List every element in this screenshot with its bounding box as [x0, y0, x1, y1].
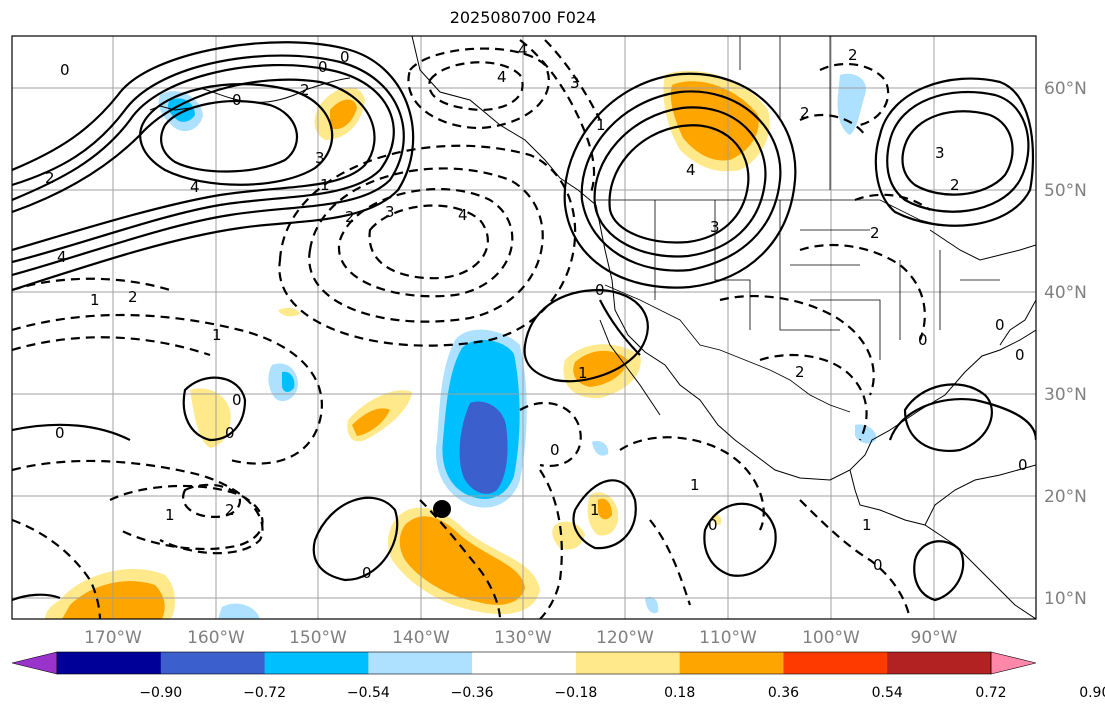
colorbar-segment: [783, 652, 888, 674]
contour-label: 0: [225, 424, 235, 442]
map-title: 2025080700 F024: [449, 8, 597, 27]
colorbar-tick-label: −0.54: [347, 685, 390, 701]
contour-labels: 0 0 0 0 0 0 0 0 0 0 0 0 0 0 0 0 1 1 1 1 …: [45, 41, 1028, 582]
colorbar-segment: [160, 652, 266, 674]
contour-label: 0: [318, 58, 328, 76]
lon-tick-label: 130°W: [494, 628, 552, 648]
colorbar-segment: [472, 652, 577, 674]
political-borders: [596, 36, 1000, 413]
contour-label: 4: [686, 161, 696, 179]
longitude-labels: 170°W 160°W 150°W 140°W 130°W 120°W 110°…: [84, 628, 958, 648]
contour-label: 2: [795, 363, 805, 381]
contour-label: 0: [595, 281, 605, 299]
colorbar-segment: [368, 652, 473, 674]
contour-label: 1: [578, 364, 588, 382]
contour-label: 3: [315, 149, 325, 167]
storm-position-dot: [433, 500, 451, 518]
contour-label: 2: [225, 501, 235, 519]
colorbar-tick-label: 0.72: [975, 685, 1006, 701]
colorbar-segment: [57, 652, 162, 674]
lon-tick-label: 170°W: [84, 628, 142, 648]
contour-label: 3: [570, 74, 580, 92]
contour-label: 0: [1018, 456, 1028, 474]
contour-label: 1: [90, 291, 100, 309]
contour-label: 1: [690, 476, 700, 494]
colorbar-segment: [264, 652, 369, 674]
contour-label: 3: [710, 218, 720, 236]
lat-tick-label: 20°N: [1044, 487, 1087, 507]
contour-label: 0: [60, 61, 70, 79]
latitude-labels: 60°N 50°N 40°N 30°N 20°N 10°N: [1044, 79, 1087, 609]
lat-tick-label: 10°N: [1044, 589, 1087, 609]
lon-tick-label: 100°W: [802, 628, 860, 648]
contour-label: 0: [873, 556, 883, 574]
lon-tick-label: 160°W: [187, 628, 245, 648]
colorbar-tick-label: −0.36: [451, 685, 494, 701]
contour-label: 1: [165, 506, 175, 524]
contour-label: 2: [300, 81, 310, 99]
contour-label: 0: [55, 424, 65, 442]
colorbar-extend-high: [990, 651, 1037, 675]
map-area: 0 0 0 0 0 0 0 0 0 0 0 0 0 0 0 0 1 1 1 1 …: [12, 36, 1036, 619]
contour-label: 1: [596, 116, 606, 134]
contour-label: 2: [848, 46, 858, 64]
lon-tick-label: 140°W: [392, 628, 450, 648]
colorbar-tick-label: −0.90: [139, 685, 182, 701]
contour-label: 4: [458, 206, 468, 224]
colorbar-tick-label: 0.90: [1079, 685, 1105, 701]
contour-label: 0: [1015, 346, 1025, 364]
contour-label: 0: [995, 316, 1005, 334]
contour-label: 4: [497, 68, 507, 86]
colorbar-frame: [56, 651, 992, 675]
lon-tick-label: 90°W: [911, 628, 958, 648]
contour-label: 2: [345, 208, 355, 226]
colorbar-tick-label: −0.18: [554, 685, 597, 701]
contour-label: 3: [385, 203, 395, 221]
contour-label: 0: [362, 564, 372, 582]
colorbar-segment: [575, 652, 681, 674]
contour-label: 0: [232, 391, 242, 409]
contour-label: 2: [870, 224, 880, 242]
map-frame: [11, 35, 1037, 620]
contour-label: 0: [708, 516, 718, 534]
contour-label: 2: [950, 176, 960, 194]
colorbar-tick-label: 0.36: [768, 685, 799, 701]
graticule: [12, 36, 1036, 619]
lon-tick-label: 150°W: [289, 628, 347, 648]
colorbar-segment: [679, 652, 784, 674]
contour-label: 0: [918, 331, 928, 349]
contour-label: 0: [340, 48, 350, 66]
contour-lines-negative: [12, 39, 931, 619]
contour-label: 0: [550, 441, 560, 459]
contour-label: 4: [190, 178, 200, 196]
contour-label: 1: [862, 516, 872, 534]
colorbar-extend-low: [11, 651, 58, 675]
lon-tick-label: 110°W: [699, 628, 757, 648]
contour-label: 2: [800, 104, 810, 122]
contour-label: 3: [935, 144, 945, 162]
contour-label: 4: [518, 41, 528, 59]
contour-label: 1: [590, 501, 600, 519]
colorbar-labels: −0.90 −0.72 −0.54 −0.36 −0.18 0.18 0.36 0.54 0.7…: [139, 685, 1105, 701]
contour-label: 1: [212, 326, 222, 344]
contour-label: 2: [128, 288, 138, 306]
lat-tick-label: 50°N: [1044, 181, 1087, 201]
colorbar-tick-label: −0.72: [243, 685, 286, 701]
contour-label: 4: [57, 248, 67, 266]
contour-label: 1: [320, 176, 330, 194]
lon-tick-label: 120°W: [596, 628, 654, 648]
colorbar-tick-label: 0.54: [872, 685, 903, 701]
contour-label: 0: [232, 91, 242, 109]
colorbar-segment: [887, 652, 992, 674]
contour-label: 2: [45, 169, 55, 187]
lat-tick-label: 60°N: [1044, 79, 1087, 99]
colorbar-tick-label: 0.18: [664, 685, 695, 701]
contour-lines: [12, 41, 1036, 602]
colorbar: [11, 651, 1037, 675]
lat-tick-label: 40°N: [1044, 283, 1087, 303]
lat-tick-label: 30°N: [1044, 385, 1087, 405]
